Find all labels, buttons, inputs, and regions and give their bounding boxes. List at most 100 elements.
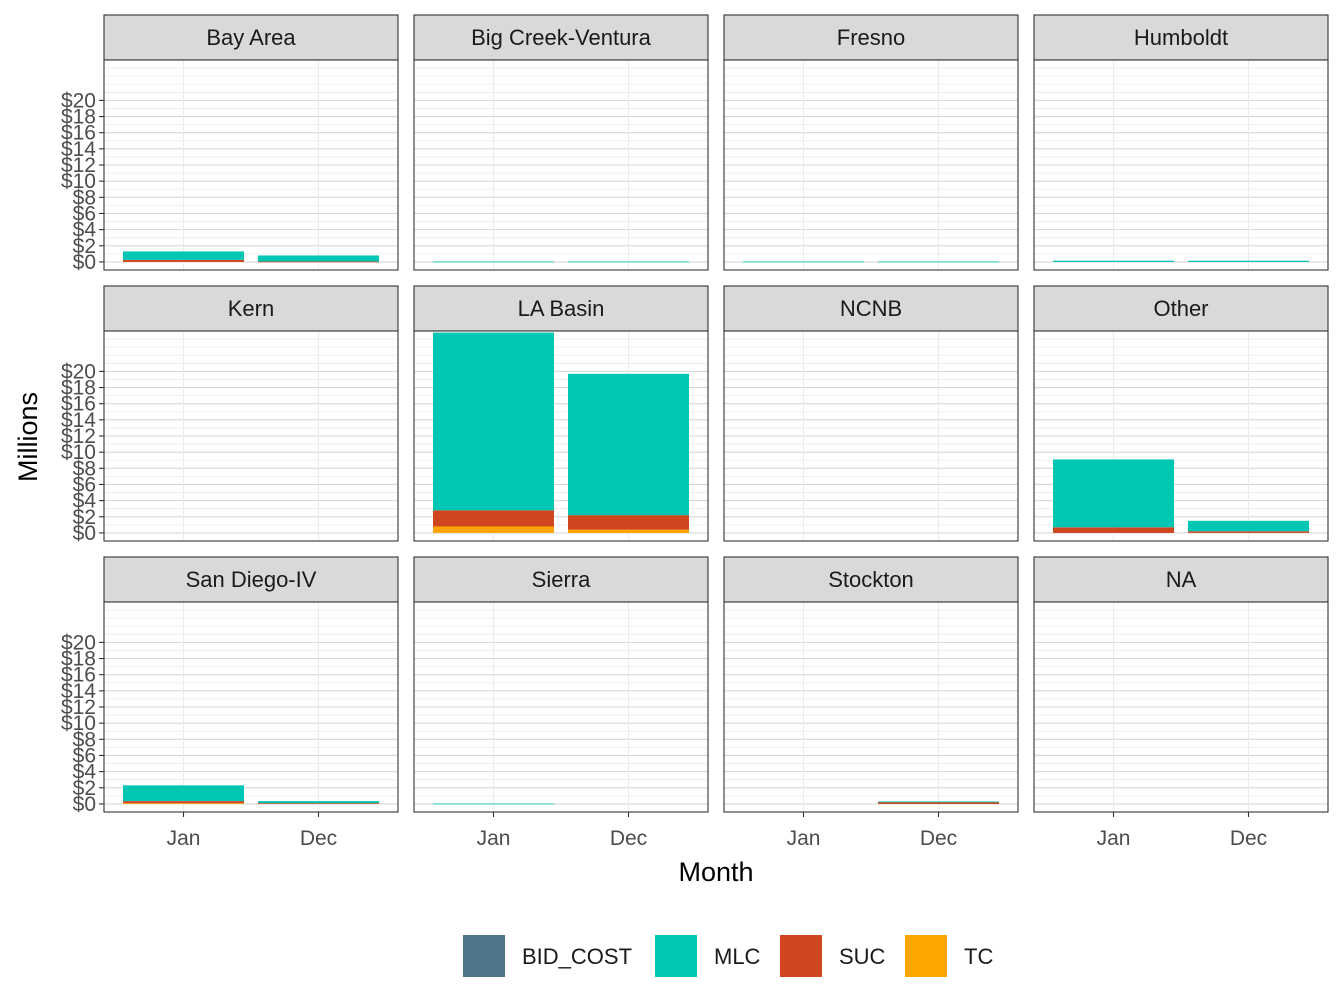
x-tick-label-dec: Dec [920,827,957,850]
legend-label-mlc: MLC [714,944,761,969]
strip-label-big-creek-ventura: Big Creek-Ventura [471,25,652,50]
y-tick-label: $10 [61,170,96,193]
strip-label-ncnb: NCNB [840,296,902,321]
panel-other: Other [1033,285,1329,542]
y-tick-label: $16 [61,664,96,687]
y-tick-label: $14 [61,138,96,161]
strip-label-other: Other [1153,296,1208,321]
panel-big-creek-ventura: Big Creek-Ventura [413,14,709,271]
legend-item-tc: TC [905,935,993,977]
strip-sierra [413,556,709,603]
panel-stockton: Stockton [723,556,1019,813]
bar-san-diego-iv-jan-tc [123,803,244,804]
panel-san-diego-iv: San Diego-IV [103,556,399,813]
panel-border-big-creek-ventura [413,59,709,271]
bar-bay-area-jan-mlc [123,251,244,260]
y-tick-label: $6 [73,473,96,496]
strip-label-kern: Kern [228,296,274,321]
panel-border-fresno [723,59,1019,271]
y-tick-label: $10 [61,712,96,735]
y-tick-label: $8 [73,186,96,209]
y-tick-label: $14 [61,409,96,432]
legend-item-bid-cost: BID_COST [463,935,632,977]
legend-item-mlc: MLC [655,935,761,977]
bar-other-dec-mlc [1188,520,1309,532]
legend-label-suc: SUC [839,944,886,969]
bar-la-basin-dec-mlc [568,373,689,516]
legend-swatch-bid-cost [463,935,505,977]
x-tick-label-jan: Jan [1097,827,1131,850]
strip-san-diego-iv [103,556,399,603]
panel-border-na [1033,601,1329,813]
panel-na: NA [1033,556,1329,813]
y-tick-label: $4 [73,761,97,784]
panel-ncnb: NCNB [723,285,1019,542]
bar-san-diego-iv-dec-mlc [258,801,379,804]
bar-la-basin-dec-suc [568,515,689,530]
y-tick-label: $6 [73,744,96,767]
x-tick-label-jan: Jan [167,827,201,850]
y-tick-label: $0 [73,793,96,816]
legend-swatch-tc [905,935,947,977]
strip-label-bay-area: Bay Area [206,25,296,50]
y-tick-label: $0 [73,251,96,274]
x-axis-title: Month [678,857,753,887]
bar-sierra-jan-mlc [433,803,554,805]
y-tick-label: $6 [73,202,96,225]
bar-humboldt-dec-mlc [1188,260,1309,262]
x-axis: Jan Dec Jan Dec Jan Dec Jan Dec [167,812,1267,850]
bar-big-creek-ventura-jan-mlc [433,261,554,263]
legend-swatch-mlc [655,935,697,977]
y-tick-label: $2 [73,506,96,529]
strip-label-humboldt: Humboldt [1134,25,1228,50]
legend: BID_COST MLC SUC TC [463,935,993,977]
strip-label-stockton: Stockton [828,567,914,592]
strip-bay-area [103,14,399,61]
strip-kern [103,285,399,332]
bar-san-diego-iv-jan-suc [123,801,244,804]
bar-big-creek-ventura-dec-mlc [568,261,689,263]
facet-panels: Bay Area Big Creek-Ventura Fresno Humboldt K… [103,14,1329,813]
bar-la-basin-dec-tc [568,529,689,533]
bar-san-diego-iv-dec-suc [258,803,379,804]
panel-border-stockton [723,601,1019,813]
bar-san-diego-iv-jan-mlc [123,785,244,802]
y-tick-label: $16 [61,122,96,145]
bar-stockton-dec-mlc [878,801,999,803]
bar-other-dec-suc [1188,531,1309,533]
bar-humboldt-jan-mlc [1053,260,1174,262]
y-tick-label: $20 [61,360,96,383]
panel-fresno: Fresno [723,14,1019,271]
legend-label-bid-cost: BID_COST [522,944,632,969]
bar-bay-area-jan-suc [123,259,244,262]
panel-border-sierra [413,601,709,813]
bar-la-basin-jan-suc [433,510,554,527]
strip-humboldt [1033,14,1329,61]
bar-other-jan-suc [1053,527,1174,533]
strip-label-san-diego-iv: San Diego-IV [186,567,317,592]
strip-label-la-basin: LA Basin [518,296,605,321]
panel-border-ncnb [723,330,1019,542]
x-tick-label-dec: Dec [1230,827,1267,850]
y-tick-label: $16 [61,393,96,416]
y-tick-label: $2 [73,235,96,258]
strip-label-na: NA [1166,567,1197,592]
panel-bay-area: Bay Area [103,14,399,271]
legend-item-suc: SUC [780,935,886,977]
strip-label-sierra: Sierra [532,567,591,592]
bar-fresno-jan-mlc [743,261,864,263]
x-tick-label-dec: Dec [300,827,337,850]
legend-swatch-suc [780,935,822,977]
y-tick-label: $2 [73,777,96,800]
x-tick-label-dec: Dec [610,827,647,850]
y-tick-label: $12 [61,696,96,719]
strip-fresno [723,14,1019,61]
x-tick-label-jan: Jan [787,827,821,850]
y-tick-label: $12 [61,154,96,177]
panel-humboldt: Humboldt [1033,14,1329,271]
bar-other-jan-mlc [1053,459,1174,528]
panel-border-humboldt [1033,59,1329,271]
y-tick-label: $4 [73,490,97,513]
strip-ncnb [723,285,1019,332]
